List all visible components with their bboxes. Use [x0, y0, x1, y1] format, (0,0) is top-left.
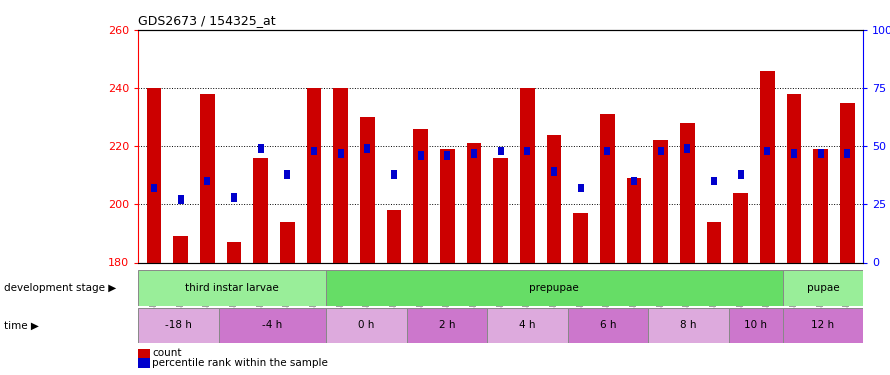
Bar	[417, 151, 424, 160]
Bar	[333, 88, 348, 262]
Text: -4 h: -4 h	[263, 320, 282, 330]
Text: percentile rank within the sample: percentile rank within the sample	[152, 358, 328, 368]
Bar	[546, 135, 562, 262]
Bar	[627, 178, 642, 262]
Text: 0 h: 0 h	[358, 320, 375, 330]
Bar	[337, 149, 344, 158]
Text: 6 h: 6 h	[600, 320, 617, 330]
Bar	[498, 147, 504, 155]
Bar	[649, 308, 729, 343]
Bar	[524, 147, 530, 155]
Bar	[733, 193, 748, 262]
Text: third instar larvae: third instar larvae	[185, 283, 279, 293]
Bar	[219, 308, 326, 343]
Bar	[326, 308, 407, 343]
Bar	[840, 103, 854, 262]
Bar	[413, 129, 428, 262]
Bar	[147, 88, 161, 262]
Bar	[178, 195, 183, 204]
Bar	[471, 149, 477, 158]
Bar	[551, 168, 557, 176]
Bar	[487, 308, 568, 343]
Bar	[658, 147, 664, 155]
Text: time ▶: time ▶	[4, 320, 39, 330]
Text: prepupae: prepupae	[530, 283, 579, 293]
Text: -18 h: -18 h	[165, 320, 191, 330]
Bar	[738, 170, 743, 178]
Text: 12 h: 12 h	[812, 320, 835, 330]
Text: pupae: pupae	[806, 283, 839, 293]
Bar	[227, 242, 241, 262]
Bar	[711, 177, 717, 186]
Bar	[200, 94, 214, 262]
Bar	[782, 270, 863, 306]
Text: GDS2673 / 154325_at: GDS2673 / 154325_at	[138, 15, 276, 27]
Text: 4 h: 4 h	[519, 320, 536, 330]
Bar	[813, 149, 828, 262]
Bar	[631, 177, 637, 186]
Bar	[707, 222, 721, 262]
Bar	[138, 270, 326, 306]
Bar	[258, 144, 263, 153]
Text: development stage ▶: development stage ▶	[4, 283, 117, 293]
Bar	[684, 144, 691, 153]
Bar	[151, 184, 157, 192]
Bar	[284, 170, 290, 178]
Bar	[231, 193, 237, 202]
Bar	[578, 184, 584, 192]
Bar	[760, 70, 774, 262]
Bar	[680, 123, 694, 262]
Bar	[765, 147, 770, 155]
Bar	[386, 210, 401, 262]
Bar	[600, 114, 615, 262]
Bar	[174, 236, 188, 262]
Bar	[787, 94, 801, 262]
Bar	[391, 170, 397, 178]
Text: 2 h: 2 h	[439, 320, 455, 330]
Bar	[466, 143, 481, 262]
Bar	[493, 158, 508, 262]
Bar	[138, 308, 219, 343]
Bar	[307, 88, 321, 262]
Bar	[791, 149, 797, 158]
Text: 8 h: 8 h	[681, 320, 697, 330]
Text: 10 h: 10 h	[744, 320, 767, 330]
Bar	[444, 151, 450, 160]
Bar	[440, 149, 455, 262]
Bar	[729, 308, 782, 343]
Bar	[205, 177, 210, 186]
Bar	[653, 141, 668, 262]
Bar	[568, 308, 649, 343]
Bar	[782, 308, 863, 343]
Bar	[845, 149, 850, 158]
Bar	[254, 158, 268, 262]
Bar	[364, 144, 370, 153]
Bar	[818, 149, 823, 158]
Bar	[604, 147, 611, 155]
Bar	[573, 213, 588, 262]
Bar	[407, 308, 487, 343]
Bar	[280, 222, 295, 262]
Text: count: count	[152, 348, 182, 358]
Bar	[360, 117, 375, 262]
Bar	[326, 270, 782, 306]
Bar	[520, 88, 535, 262]
Bar	[311, 147, 317, 155]
